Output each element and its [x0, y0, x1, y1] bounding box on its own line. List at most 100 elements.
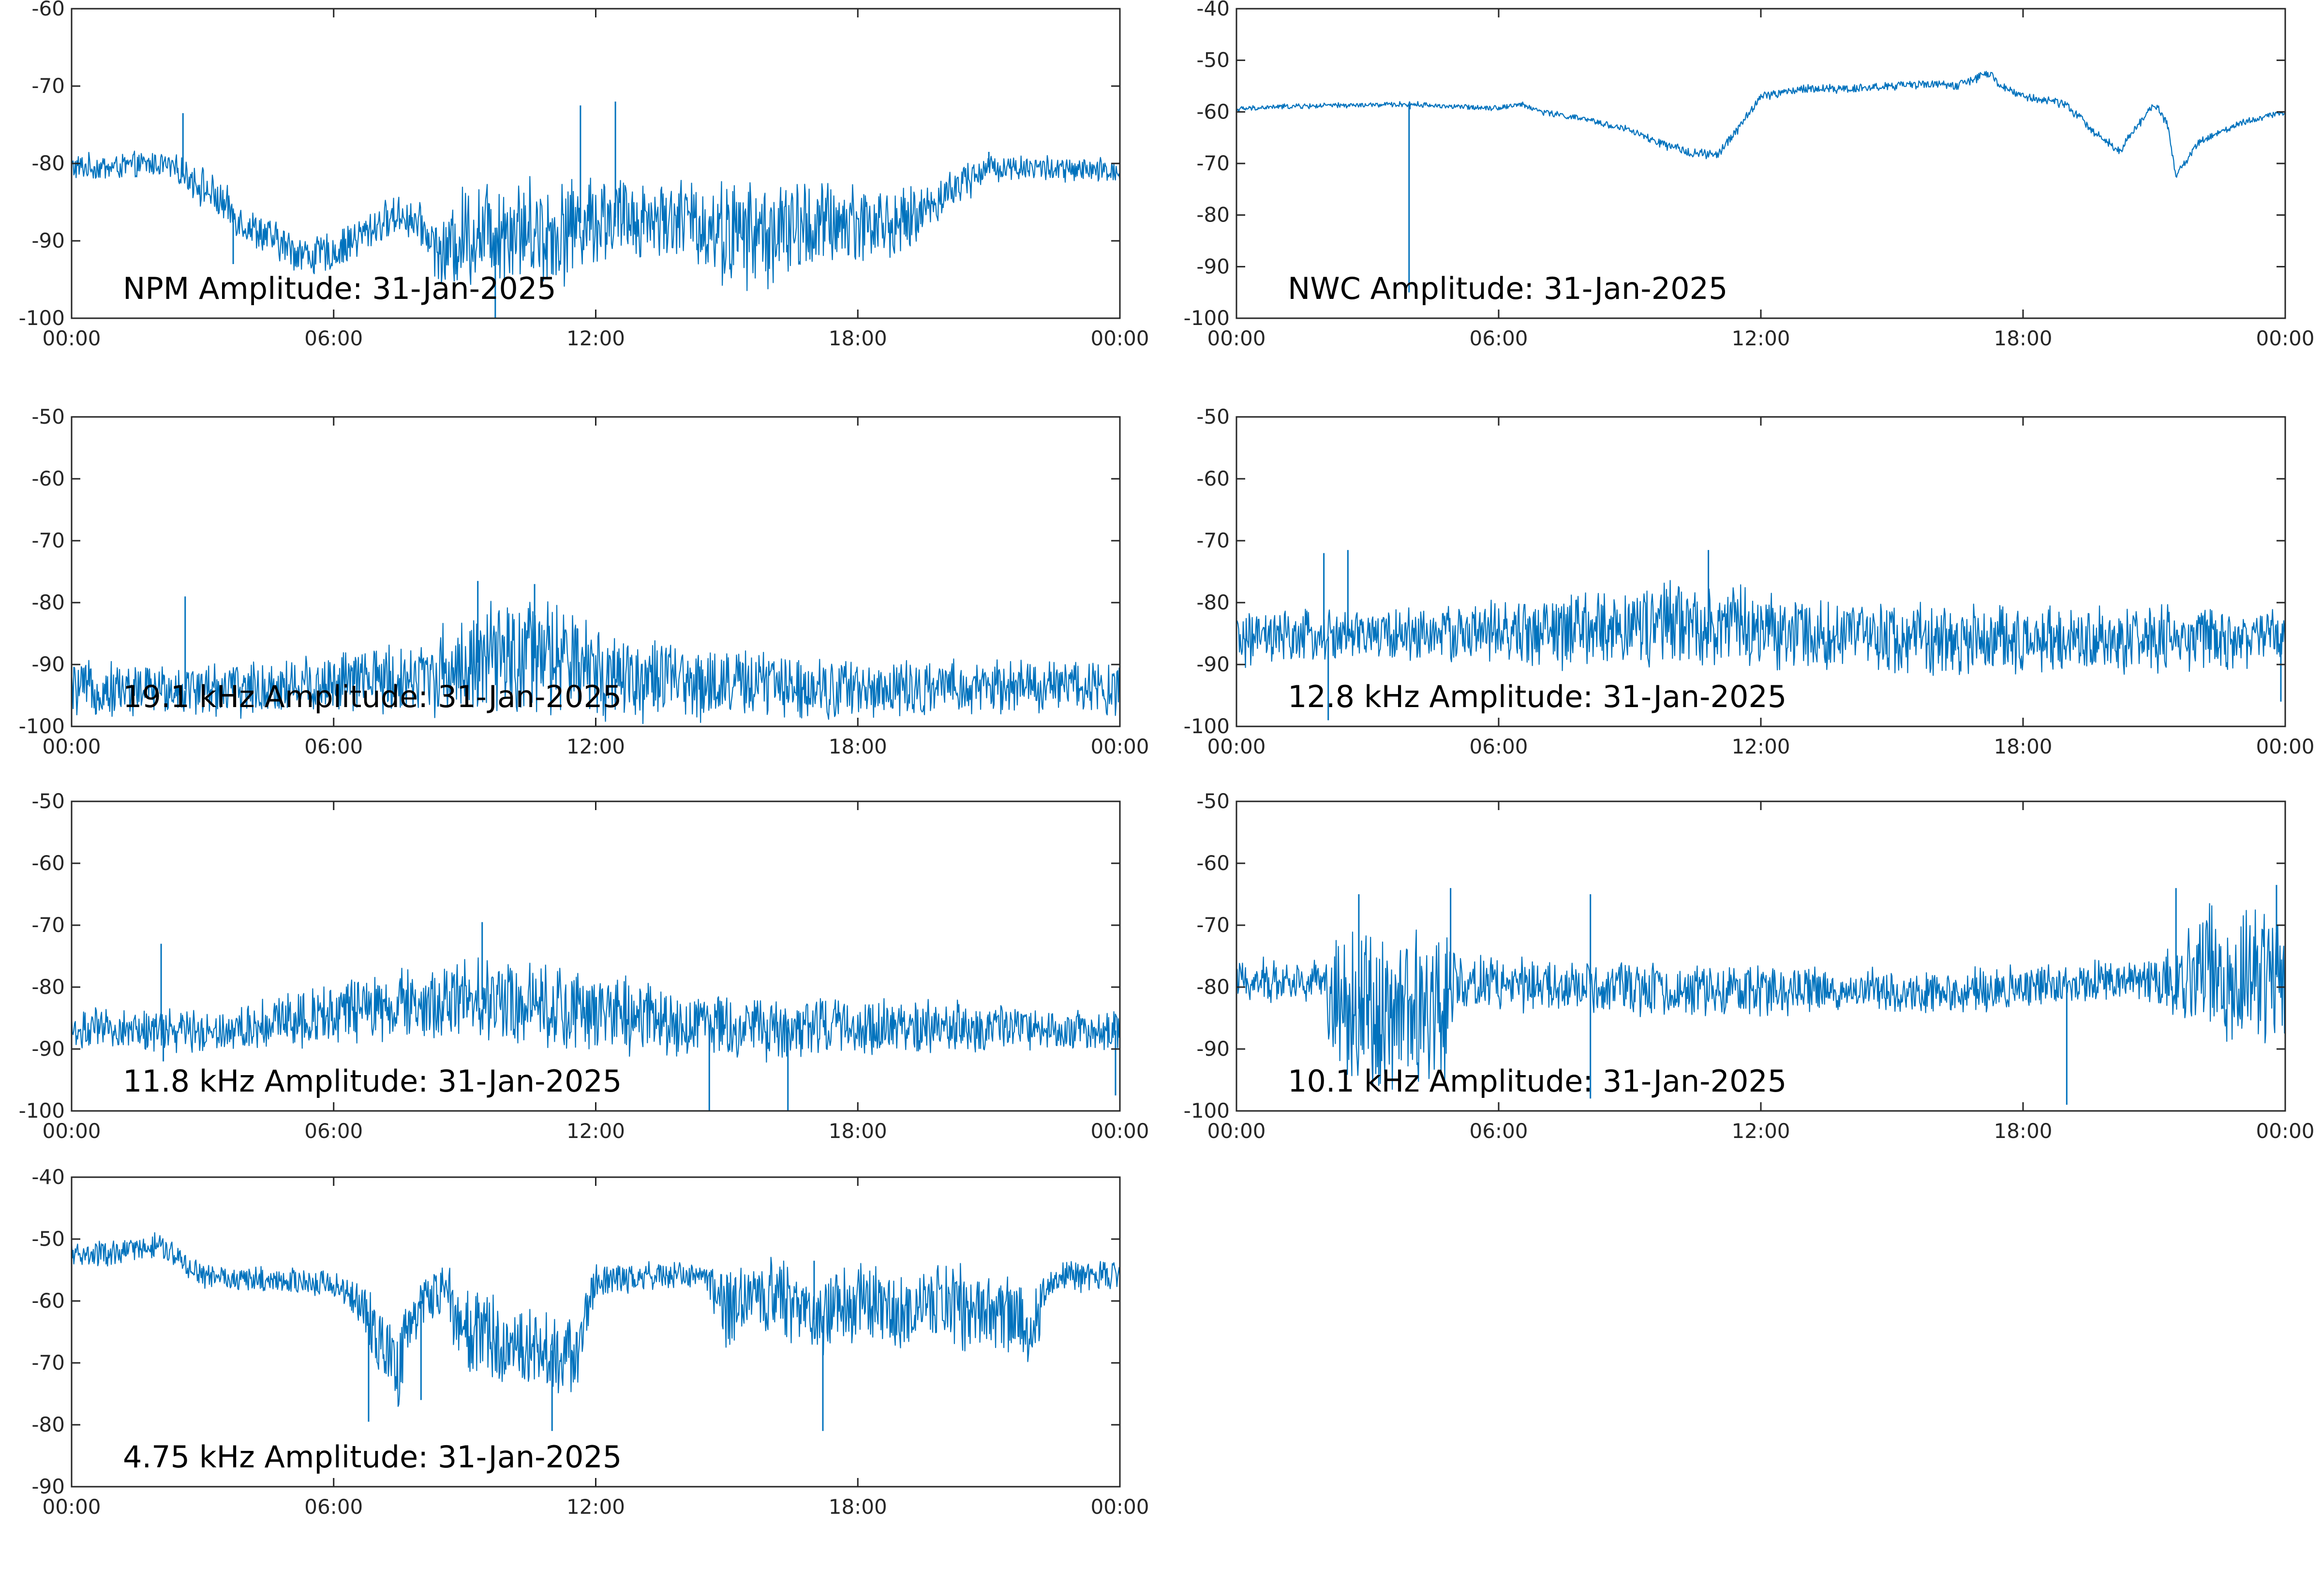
12-8-khz-tick-group: 00:00 06:00 12:00 18:00 00:00-100-90-80-70-6…: [1184, 405, 2315, 758]
4-75-khz-ytick-label: -60: [31, 1289, 65, 1313]
19-1-khz-ytick-label: -50: [31, 405, 65, 429]
12-8-khz-ytick-label: -100: [1184, 714, 1230, 738]
nwc-ytick-label: -90: [1196, 254, 1230, 278]
19-1-khz-xtick-label: 06:00: [304, 735, 363, 758]
nwc-ytick-label: -100: [1184, 306, 1230, 330]
nwc-trace-group: [1236, 71, 2285, 293]
4-75-khz-trace-group: [72, 1232, 1120, 1431]
19-1-khz-panel-title: 19.1 kHz Amplitude: 31-Jan-2025: [123, 679, 622, 714]
12-8-khz-ytick-label: -80: [1196, 591, 1230, 614]
nwc-xtick-label: 06:00: [1469, 326, 1528, 350]
10-1-khz-tick-group: 00:00 06:00 12:00 18:00 00:00-100-90-80-70-6…: [1184, 789, 2315, 1143]
npm-xtick-label: 12:00: [566, 326, 625, 350]
nwc-xtick-label: 18:00: [1994, 326, 2052, 350]
nwc-series-line: [1236, 71, 2285, 178]
10-1-khz-xtick-label: 12:00: [1731, 1119, 1790, 1143]
11-8-khz-panel-title: 11.8 kHz Amplitude: 31-Jan-2025: [123, 1064, 622, 1099]
npm-xtick-label: 06:00: [304, 326, 363, 350]
nwc-ytick-label: -40: [1196, 0, 1230, 20]
4-75-khz-series-line: [72, 1232, 1120, 1407]
12-8-khz-series-line: [1236, 580, 2285, 676]
11-8-khz-ytick-label: -50: [31, 789, 65, 813]
12-8-khz-xtick-label: 00:00: [1207, 735, 1265, 758]
panel-19-1-khz: 00:00 06:00 12:00 18:00 00:00-100-90-80-70-6…: [19, 405, 1149, 758]
4-75-khz-xtick-label: 12:00: [566, 1495, 625, 1519]
11-8-khz-xtick-label: 00:00: [1090, 1119, 1149, 1143]
12-8-khz-ytick-label: -50: [1196, 405, 1230, 429]
12-8-khz-xtick-label: 18:00: [1994, 735, 2052, 758]
panel-12-8-khz: 00:00 06:00 12:00 18:00 00:00-100-90-80-70-6…: [1184, 405, 2315, 758]
4-75-khz-ytick-label: -90: [31, 1475, 65, 1498]
4-75-khz-tick-group: 00:00 06:00 12:00 18:00 00:00-90-80-70-60-50…: [31, 1165, 1149, 1519]
11-8-khz-xtick-label: 06:00: [304, 1119, 363, 1143]
npm-ytick-label: -70: [31, 74, 65, 98]
npm-ytick-label: -60: [31, 0, 65, 20]
nwc-panel-title: NWC Amplitude: 31-Jan-2025: [1288, 271, 1727, 306]
10-1-khz-panel-title: 10.1 kHz Amplitude: 31-Jan-2025: [1288, 1064, 1786, 1099]
12-8-khz-xtick-label: 06:00: [1469, 735, 1528, 758]
11-8-khz-ytick-label: -60: [31, 851, 65, 875]
19-1-khz-ytick-label: -80: [31, 591, 65, 614]
panel-10-1-khz: 00:00 06:00 12:00 18:00 00:00-100-90-80-70-6…: [1184, 789, 2315, 1143]
panel-4-75-khz: 00:00 06:00 12:00 18:00 00:00-90-80-70-60-50…: [31, 1165, 1149, 1519]
19-1-khz-xtick-label: 00:00: [42, 735, 101, 758]
11-8-khz-xtick-label: 00:00: [42, 1119, 101, 1143]
4-75-khz-xtick-label: 00:00: [1090, 1495, 1149, 1519]
19-1-khz-ytick-label: -100: [19, 714, 65, 738]
10-1-khz-ytick-label: -100: [1184, 1099, 1230, 1123]
10-1-khz-xtick-label: 18:00: [1994, 1119, 2052, 1143]
4-75-khz-ytick-label: -50: [31, 1227, 65, 1251]
nwc-ytick-label: -60: [1196, 100, 1230, 123]
19-1-khz-series-line: [72, 601, 1120, 724]
19-1-khz-xtick-label: 12:00: [566, 735, 625, 758]
11-8-khz-xtick-label: 12:00: [566, 1119, 625, 1143]
npm-ytick-label: -100: [19, 306, 65, 330]
11-8-khz-ytick-label: -70: [31, 913, 65, 937]
4-75-khz-xtick-label: 06:00: [304, 1495, 363, 1519]
10-1-khz-ytick-label: -90: [1196, 1037, 1230, 1061]
19-1-khz-tick-group: 00:00 06:00 12:00 18:00 00:00-100-90-80-70-6…: [19, 405, 1149, 758]
11-8-khz-trace-group: [72, 922, 1120, 1111]
npm-xtick-label: 00:00: [42, 326, 101, 350]
12-8-khz-ytick-label: -60: [1196, 467, 1230, 490]
10-1-khz-xtick-label: 00:00: [2256, 1119, 2314, 1143]
10-1-khz-series-line: [1236, 903, 2285, 1090]
npm-tick-group: 00:00 06:00 12:00 18:00 00:00-100-90-80-70-6…: [19, 0, 1149, 350]
19-1-khz-ytick-label: -90: [31, 652, 65, 676]
nwc-xtick-label: 12:00: [1731, 326, 1790, 350]
10-1-khz-trace-group: [1236, 885, 2285, 1105]
nwc-xtick-label: 00:00: [2256, 326, 2314, 350]
nwc-xtick-label: 00:00: [1207, 326, 1265, 350]
11-8-khz-ytick-label: -90: [31, 1037, 65, 1061]
19-1-khz-xtick-label: 00:00: [1090, 735, 1149, 758]
19-1-khz-ytick-label: -70: [31, 529, 65, 552]
npm-xtick-label: 00:00: [1090, 326, 1149, 350]
10-1-khz-ytick-label: -70: [1196, 913, 1230, 937]
nwc-ytick-label: -70: [1196, 151, 1230, 175]
11-8-khz-ytick-label: -100: [19, 1099, 65, 1123]
4-75-khz-xtick-label: 18:00: [829, 1495, 887, 1519]
10-1-khz-xtick-label: 06:00: [1469, 1119, 1528, 1143]
4-75-khz-ytick-label: -70: [31, 1351, 65, 1374]
npm-panel-title: NPM Amplitude: 31-Jan-2025: [123, 271, 556, 306]
4-75-khz-ytick-label: -40: [31, 1165, 65, 1189]
nwc-tick-group: 00:00 06:00 12:00 18:00 00:00-100-90-80-70-6…: [1184, 0, 2315, 350]
npm-ytick-label: -80: [31, 151, 65, 175]
panel-nwc: 00:00 06:00 12:00 18:00 00:00-100-90-80-70-6…: [1184, 0, 2315, 350]
npm-ytick-label: -90: [31, 229, 65, 252]
12-8-khz-ytick-label: -70: [1196, 529, 1230, 552]
nwc-ytick-label: -80: [1196, 203, 1230, 227]
panel-11-8-khz: 00:00 06:00 12:00 18:00 00:00-100-90-80-70-6…: [19, 789, 1149, 1143]
10-1-khz-ytick-label: -60: [1196, 851, 1230, 875]
panel-npm: 00:00 06:00 12:00 18:00 00:00-100-90-80-70-6…: [19, 0, 1149, 350]
12-8-khz-panel-title: 12.8 kHz Amplitude: 31-Jan-2025: [1288, 679, 1786, 714]
12-8-khz-xtick-label: 12:00: [1731, 735, 1790, 758]
12-8-khz-xtick-label: 00:00: [2256, 735, 2314, 758]
npm-xtick-label: 18:00: [829, 326, 887, 350]
11-8-khz-tick-group: 00:00 06:00 12:00 18:00 00:00-100-90-80-70-6…: [19, 789, 1149, 1143]
4-75-khz-panel-title: 4.75 kHz Amplitude: 31-Jan-2025: [123, 1439, 622, 1475]
11-8-khz-series-line: [72, 957, 1120, 1063]
10-1-khz-ytick-label: -80: [1196, 975, 1230, 999]
11-8-khz-xtick-label: 18:00: [829, 1119, 887, 1143]
